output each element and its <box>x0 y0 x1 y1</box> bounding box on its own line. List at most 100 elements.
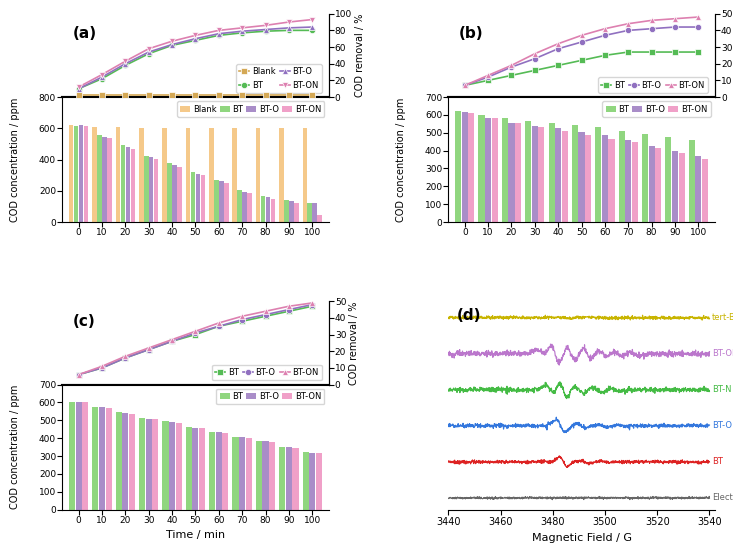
Text: (c): (c) <box>73 314 96 329</box>
Bar <box>619 131 625 222</box>
BT-O <box>214 31 223 37</box>
Bar <box>99 408 105 510</box>
BT-O <box>308 301 317 308</box>
BT <box>144 50 153 57</box>
Bar <box>232 437 238 510</box>
Y-axis label: COD removal / %: COD removal / % <box>355 14 365 97</box>
BT-O <box>74 372 83 378</box>
Legend: BT, BT-O, BT-ON: BT, BT-O, BT-ON <box>212 365 322 380</box>
Bar <box>303 453 309 510</box>
BT-O <box>97 364 106 371</box>
BT-ON <box>214 27 223 33</box>
Bar <box>256 128 260 222</box>
Bar <box>192 428 199 510</box>
BT-O <box>237 316 246 323</box>
BT <box>647 49 656 55</box>
Bar <box>92 127 97 222</box>
Bar <box>262 441 268 510</box>
Bar <box>74 126 78 222</box>
BT-O <box>121 60 130 67</box>
BT-ON <box>460 82 469 89</box>
Bar <box>689 140 695 222</box>
BT-ON <box>144 345 153 351</box>
Text: tert-Butanol: tert-Butanol <box>712 313 733 322</box>
BT-O <box>191 36 200 42</box>
Text: (a): (a) <box>73 26 97 41</box>
BT <box>191 332 200 338</box>
Bar <box>279 128 284 222</box>
Blank <box>284 92 293 99</box>
BT-ON <box>308 16 317 23</box>
Bar <box>139 418 145 510</box>
Bar <box>485 118 491 222</box>
BT <box>577 57 586 64</box>
Text: Electrolyte+DMPO: Electrolyte+DMPO <box>712 493 733 503</box>
Bar <box>125 147 130 222</box>
Bar <box>172 165 177 222</box>
Bar <box>468 113 474 222</box>
Bar <box>696 156 701 222</box>
BT-ON <box>168 38 177 44</box>
BT <box>121 355 130 361</box>
Bar <box>702 159 708 222</box>
Bar <box>209 128 213 222</box>
BT-O <box>284 25 293 31</box>
BT <box>97 76 106 82</box>
Bar <box>531 125 538 222</box>
BT-O <box>694 24 703 30</box>
BT <box>74 85 83 92</box>
Bar <box>152 419 158 510</box>
BT-O <box>554 45 563 52</box>
Bar <box>561 131 568 222</box>
Blank <box>144 92 153 99</box>
Bar <box>191 172 195 222</box>
BT-O <box>284 306 293 313</box>
Line: BT: BT <box>75 303 315 378</box>
Bar <box>121 146 125 222</box>
Blank <box>97 92 106 99</box>
BT-ON <box>261 308 270 315</box>
BT <box>237 318 246 324</box>
BT-O <box>577 39 586 45</box>
Bar <box>455 111 461 222</box>
Bar <box>222 433 229 510</box>
Text: (d): (d) <box>457 307 481 323</box>
Bar <box>102 137 107 222</box>
Bar <box>642 134 648 222</box>
Bar <box>269 442 275 510</box>
BT-ON <box>284 303 293 310</box>
BT-O <box>600 32 609 39</box>
Line: Blank: Blank <box>75 92 315 99</box>
Bar <box>185 128 191 222</box>
BT <box>284 308 293 315</box>
Bar <box>265 197 270 222</box>
Bar <box>163 421 169 510</box>
Text: BT-O: BT-O <box>712 421 732 430</box>
Bar <box>243 192 247 222</box>
BT-ON <box>97 71 106 78</box>
Bar <box>307 203 312 222</box>
Blank <box>191 92 200 99</box>
Bar <box>666 137 671 222</box>
Blank <box>261 92 270 99</box>
Bar <box>106 408 111 510</box>
Bar <box>309 453 315 510</box>
Bar <box>312 203 317 222</box>
BT <box>531 67 539 73</box>
Bar <box>214 180 218 222</box>
BT <box>237 30 246 36</box>
BT-ON <box>97 363 106 369</box>
BT <box>168 42 177 49</box>
X-axis label: Time / min: Time / min <box>166 530 225 540</box>
BT-ON <box>554 41 563 47</box>
Bar <box>289 201 294 222</box>
BT <box>694 49 703 55</box>
Y-axis label: COD concentration / ppm: COD concentration / ppm <box>10 385 20 509</box>
Bar <box>525 121 531 222</box>
Bar <box>303 128 307 222</box>
Bar <box>292 448 298 510</box>
Y-axis label: COD concentration / ppm: COD concentration / ppm <box>396 98 406 222</box>
BT-ON <box>214 319 223 326</box>
BT-O <box>191 330 200 336</box>
Bar <box>177 167 182 222</box>
